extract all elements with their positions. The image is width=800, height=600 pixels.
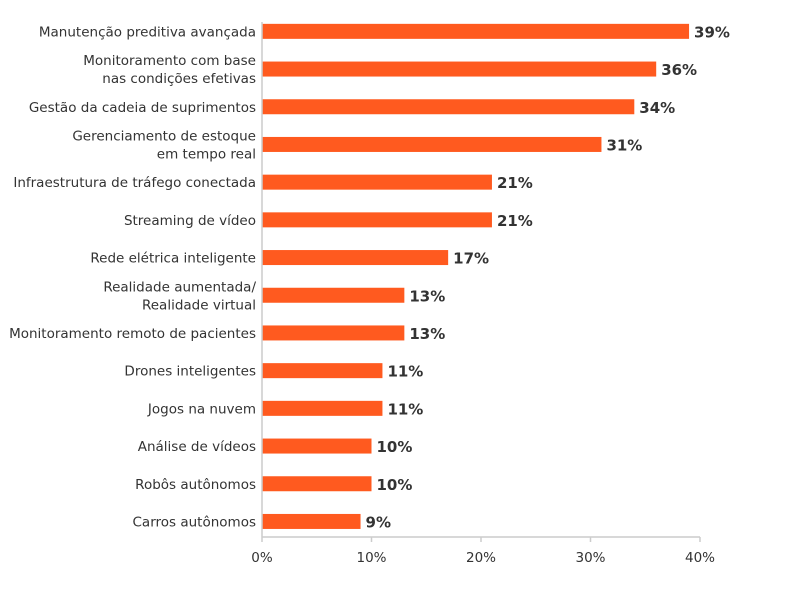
category-label-line: Infraestrutura de tráfego conectada — [13, 175, 256, 191]
category-label: Análise de vídeos — [138, 439, 256, 455]
category-label-line: Realidade aumentada/ — [103, 279, 256, 295]
x-tick-label: 20% — [466, 550, 496, 566]
category-label: Manutenção preditiva avançada — [39, 24, 256, 40]
data-label: 39% — [694, 23, 730, 41]
category-label-line: Rede elétrica inteligente — [90, 251, 256, 267]
data-label: 13% — [409, 287, 445, 305]
category-label: Infraestrutura de tráfego conectada — [13, 175, 256, 191]
bar — [262, 212, 492, 228]
data-label: 10% — [377, 438, 413, 456]
category-label: Streaming de vídeo — [124, 213, 256, 229]
x-tick-label: 10% — [356, 550, 386, 566]
category-label-line: Monitoramento com base — [83, 53, 256, 69]
category-label: Rede elétrica inteligente — [90, 251, 256, 267]
category-label: Monitoramento remoto de pacientes — [9, 326, 256, 342]
bar — [262, 250, 449, 266]
category-label: Jogos na nuvem — [147, 401, 256, 417]
bar — [262, 325, 405, 341]
bar — [262, 174, 492, 190]
category-label: Drones inteligentes — [124, 364, 256, 380]
data-label: 9% — [366, 513, 391, 531]
category-label-line: Jogos na nuvem — [147, 401, 256, 417]
bar — [262, 400, 383, 416]
category-label-line: nas condições efetivas — [102, 71, 256, 87]
x-tick-label: 0% — [251, 550, 273, 566]
bar — [262, 287, 405, 303]
data-label: 21% — [497, 212, 533, 230]
bar — [262, 99, 635, 115]
category-label-line: em tempo real — [157, 146, 256, 162]
data-label: 21% — [497, 174, 533, 192]
category-label-line: Monitoramento remoto de pacientes — [9, 326, 256, 342]
category-label-line: Gerenciamento de estoque — [72, 128, 256, 144]
bar — [262, 363, 383, 379]
category-label: Robôs autônomos — [135, 477, 256, 493]
x-tick-label: 40% — [685, 550, 715, 566]
data-label: 11% — [387, 363, 423, 381]
data-label: 11% — [387, 400, 423, 418]
category-label-line: Gestão da cadeia de suprimentos — [29, 100, 256, 116]
data-label: 17% — [453, 250, 489, 268]
category-label-line: Robôs autônomos — [135, 477, 256, 493]
data-label: 10% — [377, 476, 413, 494]
category-label: Monitoramento com base nas condições efet… — [83, 53, 256, 87]
category-label-line: Drones inteligentes — [124, 364, 256, 380]
data-label: 36% — [661, 61, 697, 79]
bar — [262, 23, 690, 39]
category-label-line: Manutenção preditiva avançada — [39, 24, 256, 40]
category-label-line: Realidade virtual — [142, 297, 256, 313]
x-tick-label: 30% — [575, 550, 605, 566]
category-label: Realidade aumentada/Realidade virtual — [103, 279, 256, 313]
category-label-line: Carros autônomos — [133, 514, 257, 530]
data-label: 34% — [639, 99, 675, 117]
category-label-line: Streaming de vídeo — [124, 213, 256, 229]
category-label: Gestão da cadeia de suprimentos — [29, 100, 256, 116]
bar — [262, 513, 361, 529]
category-label: Gerenciamento de estoque em tempo real — [72, 128, 256, 162]
bar — [262, 476, 372, 492]
bar — [262, 136, 602, 152]
data-label: 13% — [409, 325, 445, 343]
bar — [262, 61, 657, 77]
bar — [262, 438, 372, 454]
category-label-line: Análise de vídeos — [138, 439, 256, 455]
data-label: 31% — [606, 136, 642, 154]
category-label: Carros autônomos — [133, 514, 257, 530]
